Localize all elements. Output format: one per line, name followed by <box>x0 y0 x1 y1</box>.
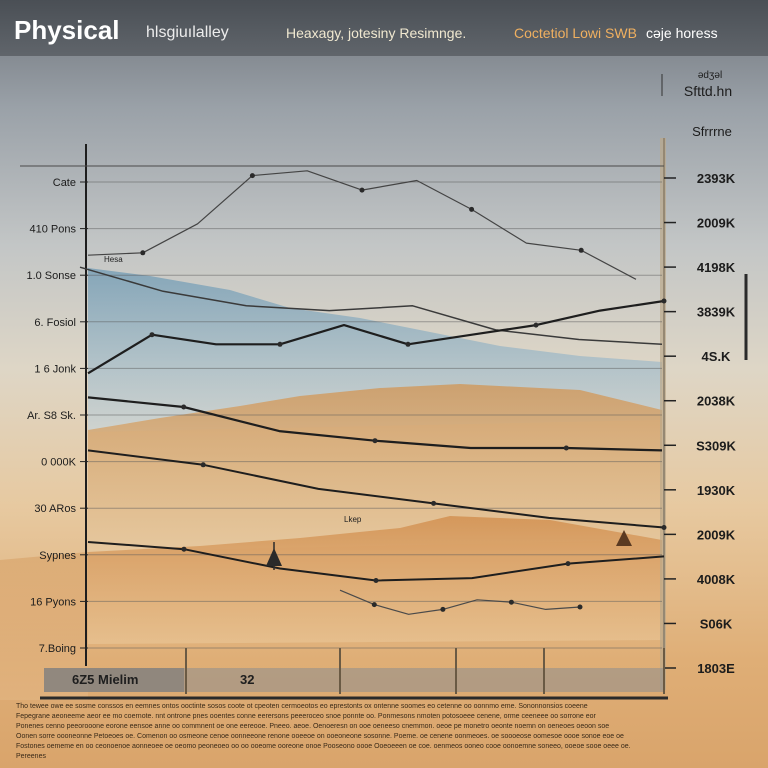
series-line <box>79 266 663 346</box>
footer-line: Pereenes <box>16 753 46 760</box>
right-tick-label: 1930K <box>697 483 736 498</box>
right-tick-label: 4198K <box>697 260 736 275</box>
left-tick-label: Ar. S8 Sk. <box>27 410 76 422</box>
series-line <box>339 589 581 615</box>
annotation-lkep: Lkep <box>344 515 362 524</box>
right-header-label: Sfttd.hn <box>684 83 732 99</box>
left-tick-label: Sypnes <box>39 550 76 562</box>
left-tick-label: Cate <box>53 177 76 189</box>
left-tick-label: 1.0 Sonse <box>26 270 76 282</box>
footer-text-block: Tho tewee owe ee sosme conssos en eemnes… <box>16 702 752 760</box>
right-tick-label: 2393K <box>697 171 736 186</box>
right-tick-label: S309K <box>696 438 736 453</box>
left-tick-label: 410 Pons <box>30 224 77 236</box>
series-line <box>87 299 665 375</box>
right-tick-label: 4S.K <box>702 349 732 364</box>
data-point <box>508 599 514 605</box>
left-tick-labels: Cate 410 Pons 1.0 Sonse 6. Fosiol 1 6 Jonk Ar… <box>26 177 88 655</box>
right-tick-label: 2009K <box>697 216 736 231</box>
scale-label-left: 6Z5 Mielim <box>72 672 138 687</box>
scale-ticks <box>185 648 665 694</box>
footer-line: Ponenes cenno peeorooone eorone eensoe a… <box>16 723 610 730</box>
right-tick-label: 2009K <box>697 527 736 542</box>
right-tick-label: 3839K <box>697 305 736 320</box>
data-point <box>277 341 283 347</box>
page-title: Physical <box>14 15 120 45</box>
data-point <box>140 250 146 256</box>
data-point <box>200 462 206 468</box>
right-header-label: Sfrrrne <box>692 124 732 139</box>
header-bar: Physical hlsgiuılalley Heaxagy, jotesiny… <box>0 0 768 56</box>
scale-label-mid: 32 <box>240 672 254 687</box>
right-header-labels: ədʒəl Sfttd.hn Sfrrrne <box>684 70 732 139</box>
data-point <box>440 606 446 612</box>
right-axis-bar <box>660 138 666 690</box>
header-tagline-end: cəje horess <box>646 25 718 41</box>
right-tick-label: S06K <box>700 616 733 631</box>
series-line <box>87 449 665 529</box>
data-point <box>469 206 475 212</box>
annotation-hesa: Hesa <box>104 255 123 264</box>
data-point <box>372 438 378 444</box>
left-tick-label: 7.Boing <box>39 643 76 655</box>
left-tick-label: 6. Fosiol <box>34 317 76 329</box>
right-header-label: ədʒəl <box>698 70 722 81</box>
data-point <box>565 561 571 567</box>
data-point <box>533 322 539 328</box>
data-point <box>373 578 379 583</box>
right-tick-label: 1803E <box>697 661 735 676</box>
data-point <box>661 525 667 530</box>
data-point <box>578 247 584 253</box>
bottom-dune-band <box>0 552 88 700</box>
right-tick-label: 4008K <box>697 572 736 587</box>
sand-layer-band <box>88 384 662 552</box>
header-highlight: Coctetiol Lowi SWB <box>514 25 637 41</box>
data-point <box>249 173 255 179</box>
page-subtitle: hlsgiuılalley <box>146 24 229 41</box>
data-point <box>149 332 155 338</box>
data-point <box>563 445 569 451</box>
summit-marker <box>616 530 632 546</box>
right-tick-labels: 2393K 2009K 4198K 3839K 4S.K 2038K S309K 1930K 2… <box>664 171 736 676</box>
footer-line: Tho tewee owe ee sosme conssos en eemnes… <box>16 703 588 710</box>
footer-line: Fostones oememe en oo ceonoenoe aonneoee… <box>16 743 631 750</box>
data-point <box>181 546 187 552</box>
left-tick-label: 30 ARos <box>34 503 76 515</box>
left-tick-label: 0 000K <box>41 457 77 469</box>
series-line <box>87 170 637 280</box>
footer-line: Oonen sorre oooneonne Petoeoes oe. Comen… <box>16 733 624 740</box>
data-point <box>431 500 437 506</box>
data-point <box>371 602 377 608</box>
data-point <box>405 341 411 347</box>
right-tick-label: 2038K <box>697 394 736 409</box>
data-point <box>359 187 365 193</box>
marker-points <box>140 173 667 612</box>
header-tagline: Heaxagy, jotesiny Resimnge. <box>286 25 467 41</box>
data-point <box>181 404 187 410</box>
footer-line: Fepegrane aeoneeme aeor ee mo coernote. … <box>16 713 596 720</box>
data-point <box>577 604 583 610</box>
data-point <box>661 298 667 304</box>
left-tick-label: 16 Pyons <box>30 596 76 608</box>
scale-bar-left <box>44 668 184 692</box>
left-tick-label: 1 6 Jonk <box>34 363 76 375</box>
